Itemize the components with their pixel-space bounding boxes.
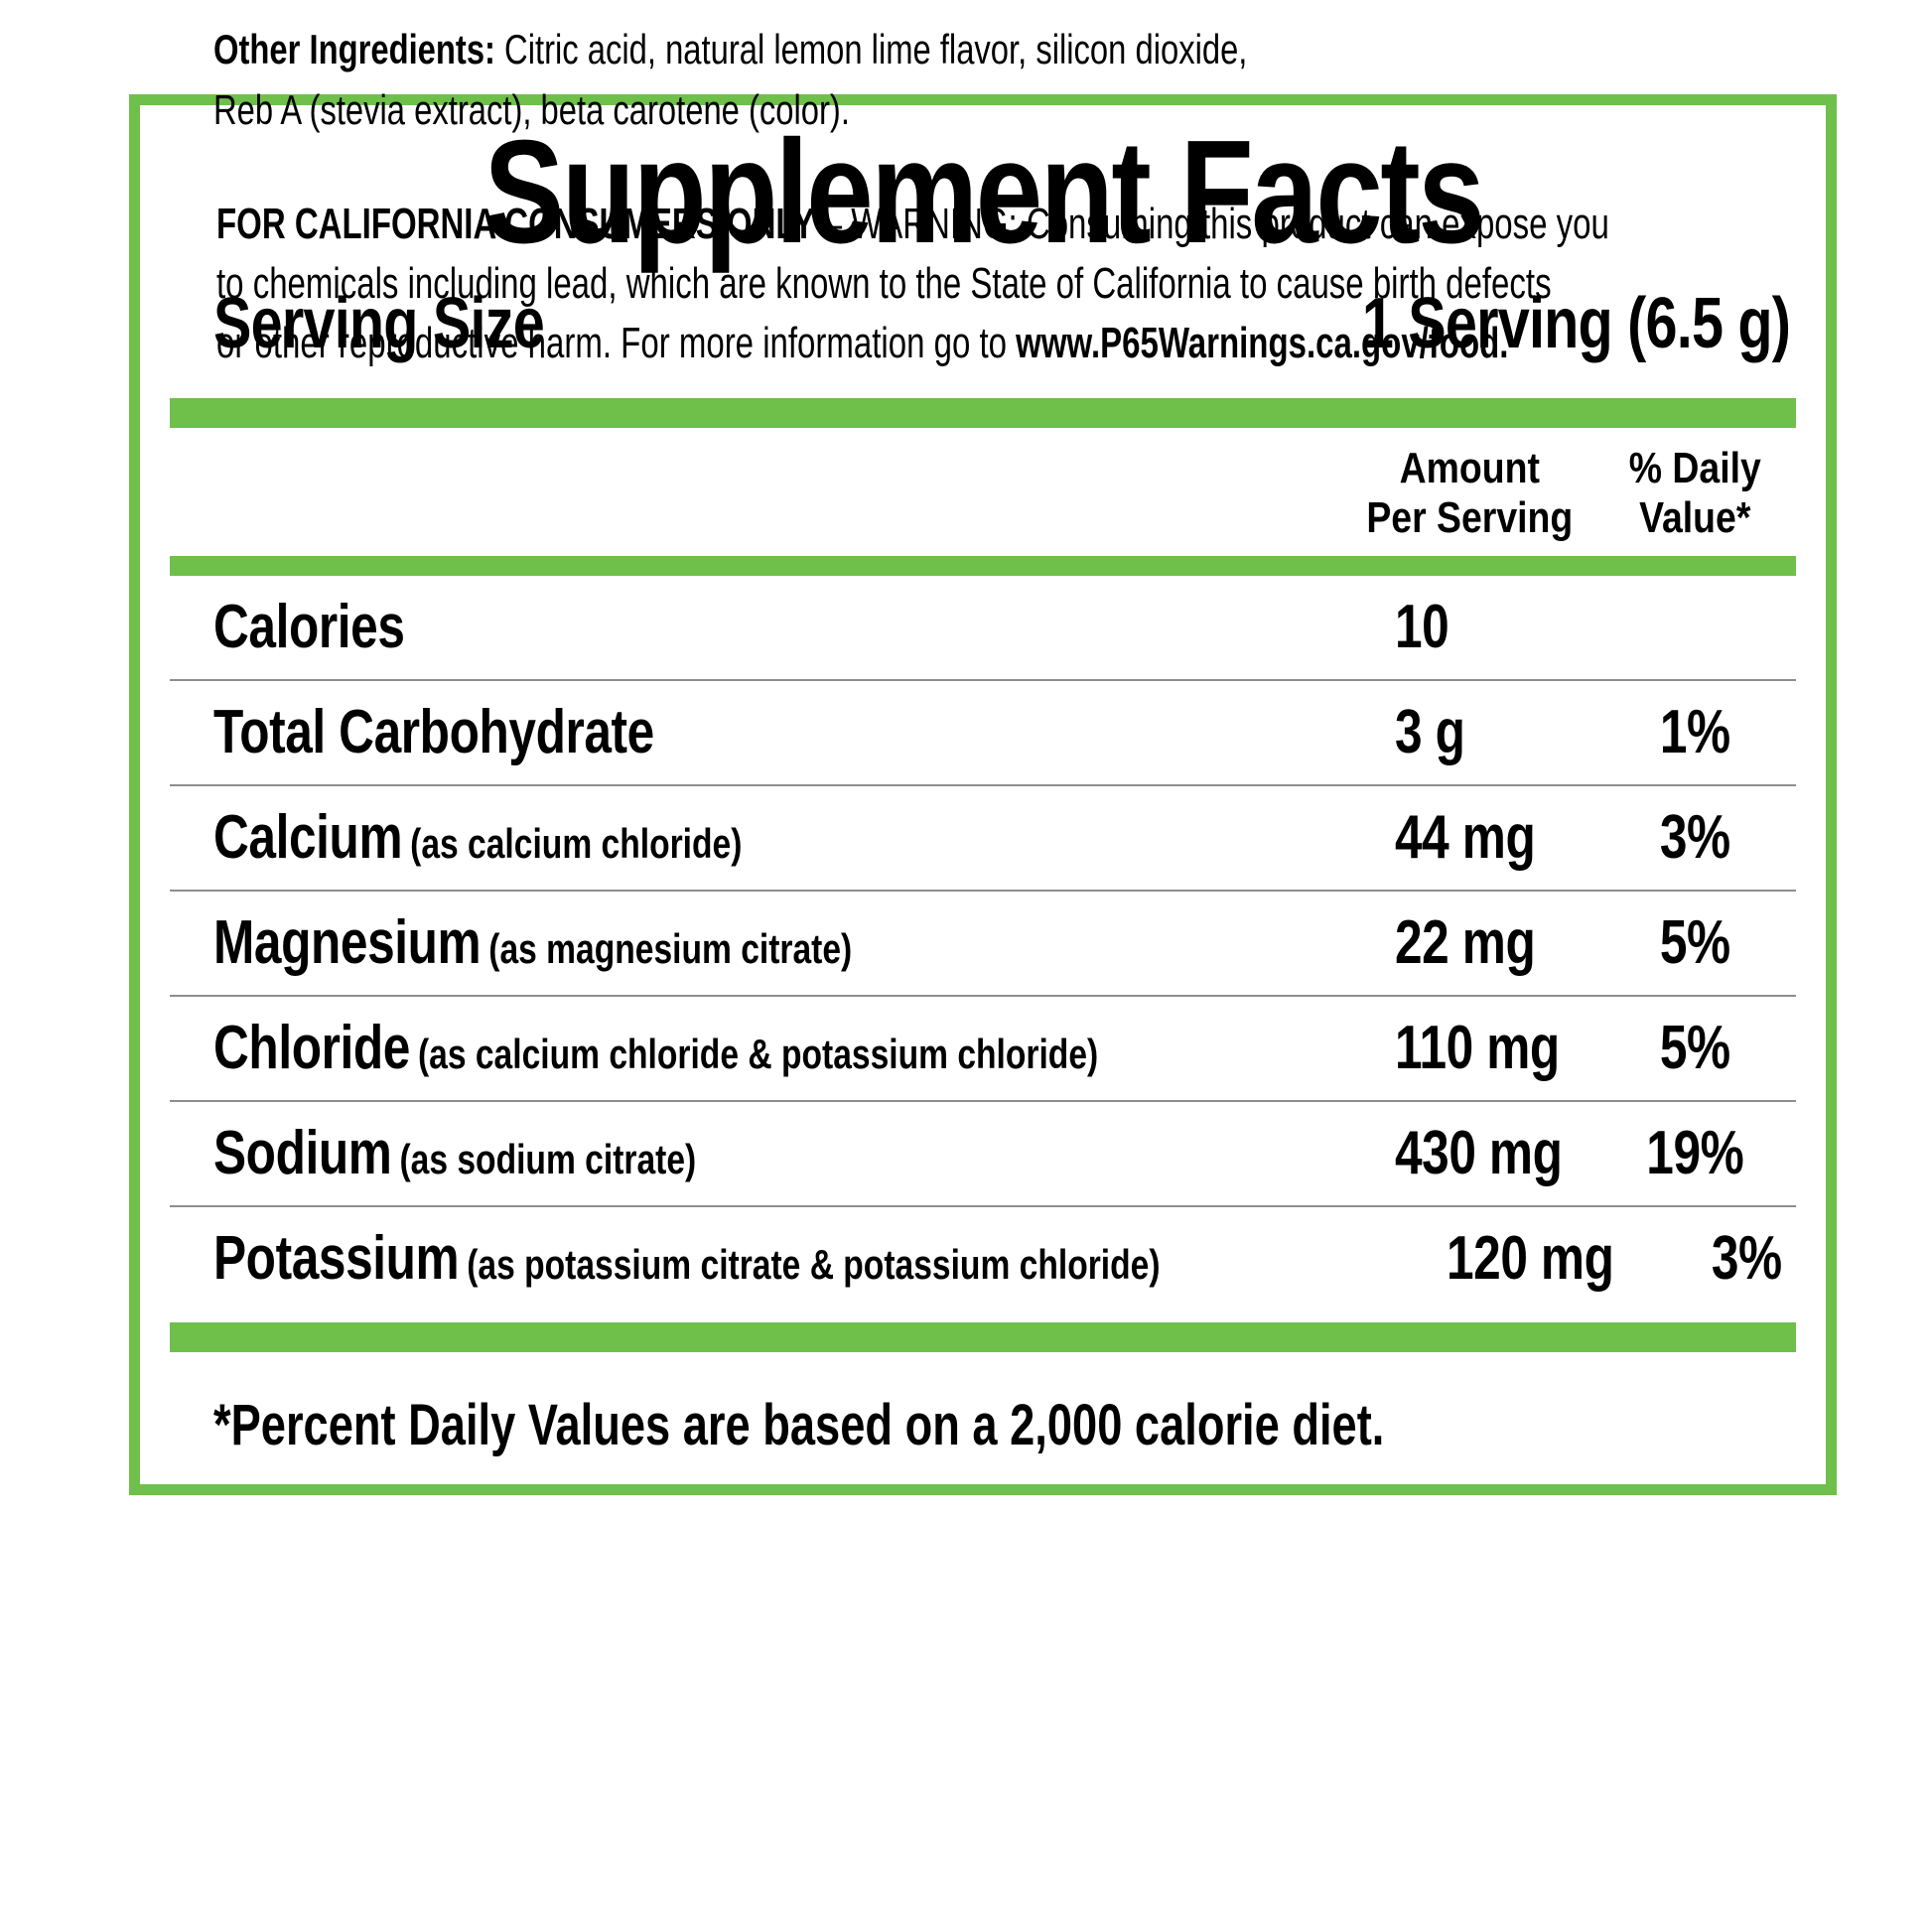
amount-header-line2: Per Serving — [1366, 492, 1573, 542]
nutrient-daily-value: 1% — [1659, 698, 1730, 767]
serving-size-value: 1 Serving (6.5 g) — [1361, 284, 1791, 364]
nutrient-amount: 120 mg — [1446, 1224, 1614, 1294]
nutrient-name: Chloride — [213, 1014, 410, 1083]
warning-url: www.P65Warnings.ca.gov/food. — [1016, 318, 1509, 367]
other-ingredients-section: Other Ingredients: Citric acid, natural … — [213, 20, 1932, 141]
california-warning-box: FOR CALIFORNIA CONSUMERS ONLY – WARNING:… — [177, 164, 1809, 405]
nutrient-name: Calories — [213, 593, 405, 662]
warning-line3: or other reproductive harm. For more inf… — [216, 314, 1809, 373]
nutrient-daily-value: 5% — [1659, 908, 1730, 978]
column-header-row: Amount Per Serving % Daily Value* — [170, 428, 1796, 556]
other-ingredients-line2: Reb A (stevia extract), beta carotene (c… — [213, 85, 850, 133]
panel-title: Supplement Facts — [170, 110, 1796, 274]
warning-line1: FOR CALIFORNIA CONSUMERS ONLY – WARNING:… — [216, 195, 1809, 254]
nutrient-name: Magnesium — [213, 908, 482, 978]
supplement-facts-panel: Supplement Facts Serving Size 1 Serving … — [129, 94, 1837, 1495]
green-divider-bar-header — [170, 555, 1796, 576]
green-divider-bar-top — [170, 398, 1796, 429]
panel-title-text: Supplement Facts — [483, 110, 1484, 274]
other-ingredients-list: Citric acid, natural lemon lime flavor, … — [494, 26, 1248, 72]
serving-size-label: Serving Size — [213, 284, 545, 364]
nutrient-name: Total Carbohydrate — [213, 698, 654, 767]
dv-header-line1: % Daily — [1628, 444, 1761, 493]
nutrient-amount: 10 — [1395, 593, 1449, 662]
table-row-calories: Calories 10 — [170, 576, 1796, 681]
nutrient-amount: 110 mg — [1395, 1014, 1560, 1083]
nutrient-detail: (as magnesium citrate) — [488, 925, 853, 973]
serving-size-row: Serving Size 1 Serving (6.5 g) — [213, 283, 1791, 364]
nutrient-detail: (as calcium chloride) — [410, 820, 743, 868]
column-header-spacer — [170, 444, 1345, 542]
nutrient-amount: 22 mg — [1395, 908, 1536, 978]
warning-lead: FOR CALIFORNIA CONSUMERS ONLY — [216, 199, 815, 248]
nutrient-name: Calcium — [213, 803, 403, 873]
nutrient-detail: (as potassium citrate & potassium chlori… — [467, 1241, 1161, 1289]
nutrient-name: Sodium — [213, 1119, 392, 1188]
nutrient-detail: (as sodium citrate) — [399, 1136, 697, 1183]
column-header-daily-value: % Daily Value* — [1593, 444, 1796, 542]
table-row-magnesium: Magnesium (as magnesium citrate) 22 mg 5% — [170, 892, 1796, 997]
other-ingredients-line1: Other Ingredients: Citric acid, natural … — [213, 20, 1932, 80]
column-header-amount: Amount Per Serving — [1345, 444, 1593, 542]
nutrient-amount: 430 mg — [1395, 1119, 1563, 1188]
warning-line3-text: or other reproductive harm. For more inf… — [216, 318, 1017, 367]
warning-line1-text: – WARNING: Consuming this product can ex… — [814, 199, 1609, 248]
nutrient-daily-value: 3% — [1711, 1224, 1782, 1294]
table-row-sodium: Sodium (as sodium citrate) 430 mg 19% — [170, 1102, 1796, 1207]
nutrient-detail: (as calcium chloride & potassium chlorid… — [417, 1031, 1099, 1078]
table-row-total-carbohydrate: Total Carbohydrate 3 g 1% — [170, 681, 1796, 786]
nutrient-daily-value: 5% — [1659, 1014, 1730, 1083]
nutrient-daily-value: 3% — [1659, 803, 1730, 873]
table-row-chloride: Chloride (as calcium chloride & potassium… — [170, 997, 1796, 1102]
nutrient-amount: 3 g — [1395, 698, 1465, 767]
daily-value-footnote-text: *Percent Daily Values are based on a 2,0… — [213, 1392, 1385, 1457]
nutrient-amount: 44 mg — [1395, 803, 1536, 873]
dv-header-line2: Value* — [1638, 492, 1751, 542]
other-ingredients-label: Other Ingredients: — [213, 26, 495, 72]
nutrient-name: Potassium — [213, 1224, 460, 1294]
daily-value-footnote: *Percent Daily Values are based on a 2,0… — [170, 1352, 1796, 1484]
warning-line2: to chemicals including lead, which are k… — [216, 258, 1552, 308]
table-row-calcium: Calcium (as calcium chloride) 44 mg 3% — [170, 786, 1796, 892]
nutrient-daily-value: 19% — [1645, 1119, 1744, 1188]
amount-header-line1: Amount — [1399, 444, 1540, 493]
green-divider-bar-bottom — [170, 1321, 1796, 1352]
table-row-potassium: Potassium (as potassium citrate & potassi… — [170, 1207, 1796, 1311]
